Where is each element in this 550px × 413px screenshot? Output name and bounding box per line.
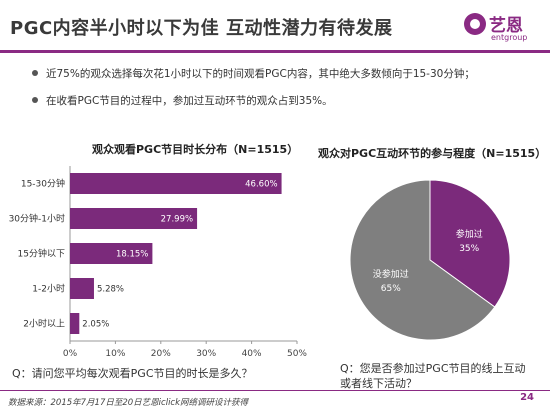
logo-en-text: entgroup bbox=[491, 33, 528, 42]
data-label: 27.99% bbox=[161, 215, 193, 225]
bullet-text: 在收看PGC节目的过程中，参加过互动环节的观众占到35%。 bbox=[46, 95, 333, 107]
bullet-point: 在收看PGC节目的过程中，参加过互动环节的观众占到35%。 bbox=[32, 93, 333, 108]
data-label: 5.28% bbox=[97, 285, 124, 295]
x-tick-label: 50% bbox=[287, 349, 307, 359]
question-duration: Q：请问您平均每次观看PGC节目的时长是多久？ bbox=[12, 367, 253, 380]
x-tick-label: 40% bbox=[242, 349, 262, 359]
question-interaction: Q：您是否参加过PGC节目的线上互动或者线下活动？ bbox=[340, 362, 526, 390]
header-divider bbox=[0, 50, 550, 53]
data-label: 2.05% bbox=[82, 320, 109, 330]
pie-slice bbox=[429, 179, 511, 308]
data-label: 18.15% bbox=[116, 250, 148, 260]
category-label: 15分钟以下 bbox=[18, 248, 65, 260]
data-source: 数据来源：2015年7月17日至20日艺恩iclick网络调研设计获得 bbox=[8, 398, 249, 408]
x-tick-label: 20% bbox=[151, 349, 171, 359]
pie-slice bbox=[349, 179, 496, 341]
category-label: 30分钟-1小时 bbox=[9, 213, 65, 225]
category-label: 2小时以上 bbox=[23, 318, 65, 330]
x-tick-label: 10% bbox=[105, 349, 125, 359]
x-tick-label: 30% bbox=[196, 349, 216, 359]
bar bbox=[70, 208, 198, 229]
bullet-dot-icon bbox=[32, 70, 38, 76]
logo-icon bbox=[464, 13, 486, 35]
bar-chart-title: 观众观看PGC节目时长分布（N=1515） bbox=[92, 143, 299, 156]
bar bbox=[70, 278, 94, 299]
interaction-pie-chart: 参加过 35% 没参加过 65% bbox=[349, 179, 511, 341]
logo-cn-text: 艺恩 bbox=[489, 16, 523, 36]
footer-divider bbox=[0, 390, 550, 391]
company-logo: 艺恩 entgroup bbox=[464, 9, 536, 47]
data-label: 46.60% bbox=[245, 180, 277, 190]
slice-label: 参加过 bbox=[456, 228, 483, 240]
bar bbox=[70, 243, 153, 264]
page-number: 24 bbox=[520, 392, 534, 403]
slice-value-label: 65% bbox=[381, 284, 401, 294]
slice-label: 没参加过 bbox=[373, 268, 409, 280]
bullet-dot-icon bbox=[32, 97, 38, 103]
slice-value-label: 35% bbox=[459, 244, 479, 254]
bullet-text: 近75%的观众选择每次花1小时以下的时间观看PGC内容，其中绝大多数倾向于15-… bbox=[46, 68, 475, 80]
bar bbox=[70, 313, 80, 334]
page-title: PGC内容半小时以下为佳 互动性潜力有待发展 bbox=[10, 18, 393, 39]
category-label: 15-30分钟 bbox=[21, 178, 65, 190]
bullet-point: 近75%的观众选择每次花1小时以下的时间观看PGC内容，其中绝大多数倾向于15-… bbox=[32, 66, 475, 81]
duration-bar-chart: 0% 10% 20% 30% 40% 50% 15-30分钟 46.60% 30分钟-1小时 27… bbox=[9, 166, 307, 359]
category-label: 1-2小时 bbox=[32, 283, 65, 295]
bar bbox=[70, 173, 282, 194]
pie-chart-title: 观众对PGC互动环节的参与程度（N=1515） bbox=[318, 147, 547, 160]
x-tick-label: 0% bbox=[63, 349, 78, 359]
